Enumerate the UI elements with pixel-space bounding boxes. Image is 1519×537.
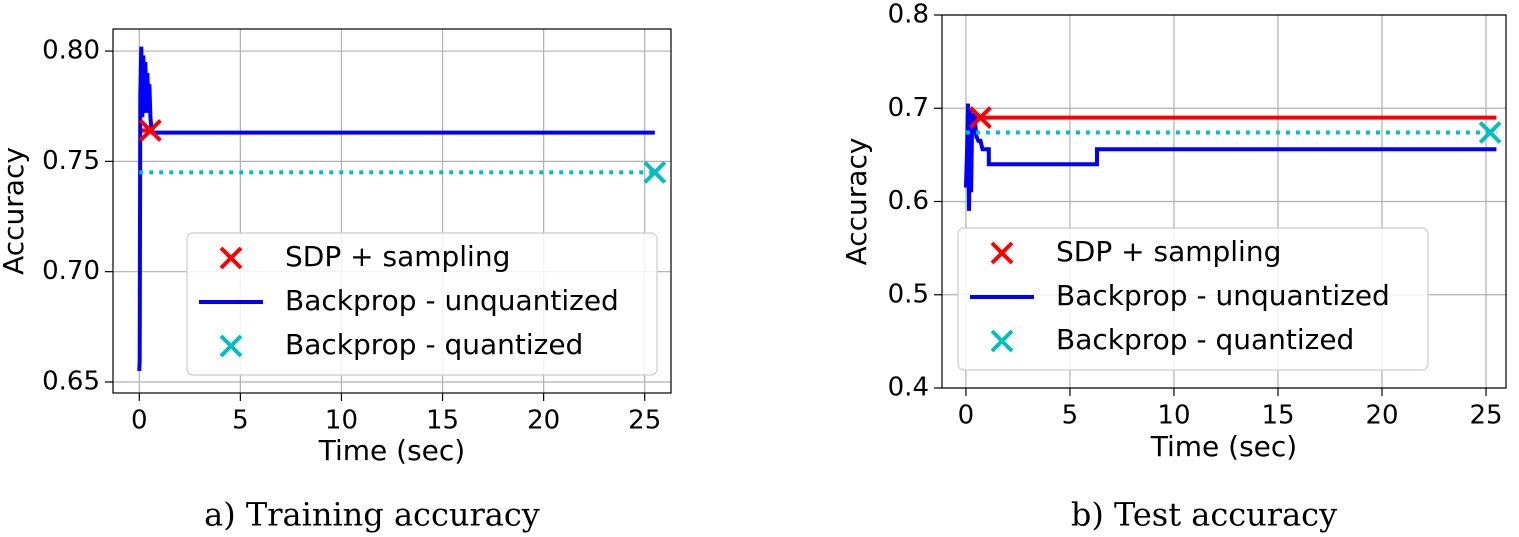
y-tick-label: 0.8 <box>888 0 929 30</box>
series-marker <box>1478 121 1502 144</box>
series-marker <box>969 106 992 129</box>
x-tick-label: 0 <box>958 401 975 431</box>
legend-label: Backprop - quantized <box>285 328 583 361</box>
axes-frame <box>941 14 1507 389</box>
y-tick-label: 0.6 <box>888 186 929 216</box>
caption: b) Test accuracy <box>1071 496 1337 534</box>
series-marker <box>643 160 667 184</box>
legend-symbol <box>219 246 243 270</box>
x-axis-label: Time (sec) <box>1150 430 1297 463</box>
legend-label: SDP + sampling <box>285 240 510 273</box>
legend: SDP + sampling Backprop - unquantized Back… <box>957 227 1429 371</box>
caption: a) Training accuracy <box>204 496 540 534</box>
x-tick-label: 15 <box>426 406 459 436</box>
plot: 0 5 10 15 20 25 0.65 0.70 0.75 0.80 Time (sec) Accu… <box>0 28 672 534</box>
x-tick-label: 5 <box>1062 401 1079 431</box>
x-axis-label: Time (sec) <box>318 434 465 467</box>
legend-label: Backprop - quantized <box>1056 323 1354 356</box>
x-tick-label: 10 <box>325 406 358 436</box>
y-tick-label: 0.5 <box>888 279 929 309</box>
y-tick-label: 0.70 <box>42 256 100 286</box>
x-tick-label: 20 <box>1365 401 1398 431</box>
legend-label: Backprop - unquantized <box>285 284 619 317</box>
legend: SDP + sampling Backprop - unquantized Back… <box>186 232 658 376</box>
series-line <box>137 46 655 372</box>
legend-box <box>186 232 658 376</box>
y-axis-label: Accuracy <box>840 138 873 266</box>
x-tick-label: 15 <box>1261 401 1294 431</box>
x-tick-label: 5 <box>232 406 249 436</box>
x-tick-label: 25 <box>628 406 661 436</box>
y-tick-label: 0.65 <box>42 366 100 396</box>
y-tick-label: 0.7 <box>888 93 929 123</box>
legend-box <box>957 227 1429 371</box>
x-tick-label: 20 <box>527 406 560 436</box>
legend-label: SDP + sampling <box>1056 235 1281 268</box>
plot: 0 5 10 15 20 25 0.4 0.5 0.6 0.7 0.8 Time (sec) Accur… <box>840 0 1507 534</box>
y-tick-label: 0.80 <box>42 36 100 66</box>
legend-symbol <box>219 334 243 358</box>
y-axis-label: Accuracy <box>0 147 30 275</box>
axes-frame <box>112 28 672 394</box>
x-tick-label: 25 <box>1469 401 1502 431</box>
x-tick-label: 0 <box>131 406 148 436</box>
series-line <box>963 103 1497 211</box>
series-marker <box>138 119 162 142</box>
legend-symbol <box>990 241 1014 265</box>
y-tick-label: 0.75 <box>42 146 100 176</box>
legend-label: Backprop - unquantized <box>1056 279 1390 312</box>
y-tick-label: 0.4 <box>888 373 929 403</box>
legend-symbol <box>990 329 1014 353</box>
x-tick-label: 10 <box>1157 401 1190 431</box>
